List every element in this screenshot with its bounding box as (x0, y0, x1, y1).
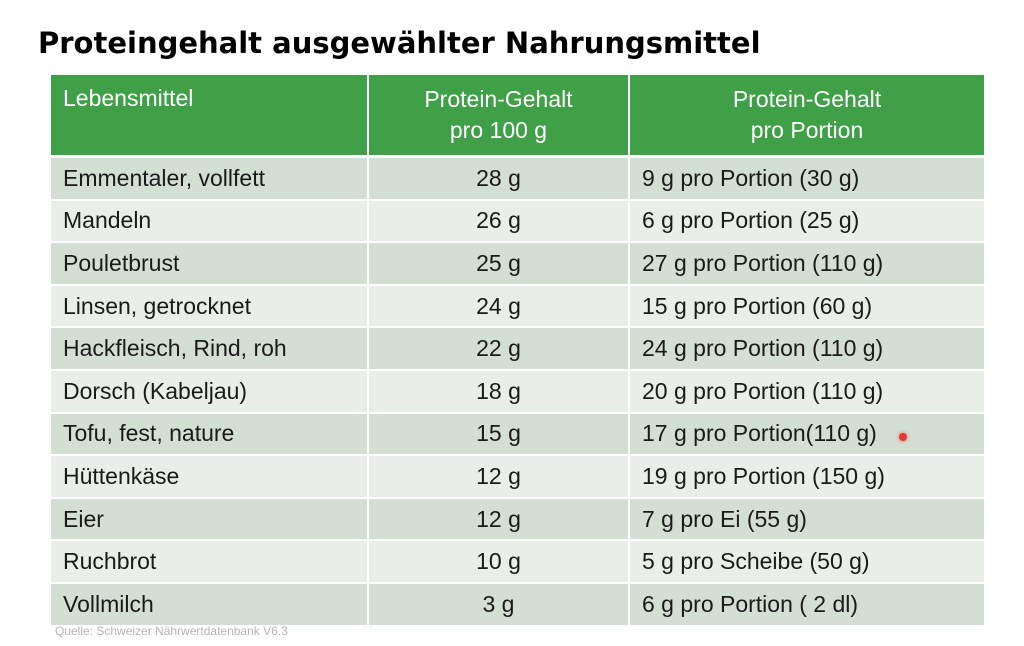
cell-per-portion: 24 g pro Portion (110 g) (629, 327, 984, 371)
cell-food: Tofu, fest, nature (51, 412, 369, 457)
cell-per-100g: 12 g (368, 455, 630, 499)
cell-per-portion: 20 g pro Portion (110 g) (629, 369, 984, 414)
cell-per-100g: 10 g (368, 540, 630, 584)
header-per-100g: Protein-Gehalt pro 100 g (368, 75, 630, 158)
cell-per-100g: 12 g (368, 497, 630, 542)
cell-per-100g: 3 g (368, 582, 630, 627)
table-row: Hüttenkäse 12 g 19 g pro Portion (150 g) (51, 455, 984, 499)
cell-per-portion: 6 g pro Portion (25 g) (629, 199, 984, 244)
cell-per-portion: 27 g pro Portion (110 g) (629, 242, 984, 286)
protein-table: Lebensmittel Protein-Gehalt pro 100 g Pr… (51, 75, 984, 627)
table-row: Pouletbrust 25 g 27 g pro Portion (110 g) (51, 242, 984, 286)
cell-food: Vollmilch (51, 582, 369, 627)
cell-per-100g: 15 g (368, 412, 630, 457)
header-per-portion-line2: pro Portion (750, 117, 864, 143)
table-row: Dorsch (Kabeljau) 18 g 20 g pro Portion (1… (51, 369, 984, 414)
cell-per-portion: 9 g pro Portion (30 g) (629, 156, 984, 201)
table-row: Linsen, getrocknet 24 g 15 g pro Portion (… (51, 284, 984, 329)
cell-food: Linsen, getrocknet (51, 284, 369, 329)
cell-food: Mandeln (51, 199, 369, 244)
cell-per-portion: 19 g pro Portion (150 g) (629, 455, 984, 499)
cell-per-portion: 15 g pro Portion (60 g) (629, 284, 984, 329)
cell-per-100g: 28 g (368, 156, 630, 201)
cell-food: Ruchbrot (51, 540, 369, 584)
cell-per-portion: 17 g pro Portion(110 g) (629, 412, 984, 457)
header-food: Lebensmittel (51, 75, 369, 158)
header-per-portion-line1: Protein-Gehalt (732, 86, 882, 112)
cell-food: Dorsch (Kabeljau) (51, 369, 369, 414)
cell-per-portion: 7 g pro Ei (55 g) (629, 497, 984, 542)
cell-food: Emmentaler, vollfett (51, 156, 369, 201)
cell-food: Hackfleisch, Rind, roh (51, 327, 369, 371)
table-header-row: Lebensmittel Protein-Gehalt pro 100 g Pr… (51, 75, 984, 158)
header-per-portion: Protein-Gehalt pro Portion (629, 75, 984, 158)
cell-per-portion: 5 g pro Scheibe (50 g) (629, 540, 984, 584)
cell-per-100g: 18 g (368, 369, 630, 414)
header-per-100g-line2: pro 100 g (449, 117, 548, 143)
page-title: Proteingehalt ausgewählter Nahrungsmitte… (38, 26, 761, 60)
pointer-cursor-icon (899, 433, 907, 441)
table-row: Tofu, fest, nature 15 g 17 g pro Portion(1… (51, 412, 984, 457)
table-row: Hackfleisch, Rind, roh 22 g 24 g pro Porti… (51, 327, 984, 371)
cell-per-100g: 26 g (368, 199, 630, 244)
cell-food: Hüttenkäse (51, 455, 369, 499)
cell-per-100g: 25 g (368, 242, 630, 286)
cell-food: Pouletbrust (51, 242, 369, 286)
cell-per-100g: 24 g (368, 284, 630, 329)
source-note: Quelle: Schweizer Nährwertdatenbank V6.3 (55, 624, 288, 638)
header-per-100g-line1: Protein-Gehalt (424, 86, 573, 112)
cell-per-portion: 6 g pro Portion ( 2 dl) (629, 582, 984, 627)
cell-food: Eier (51, 497, 369, 542)
header-food-label: Lebensmittel (63, 85, 194, 111)
cell-per-100g: 22 g (368, 327, 630, 371)
